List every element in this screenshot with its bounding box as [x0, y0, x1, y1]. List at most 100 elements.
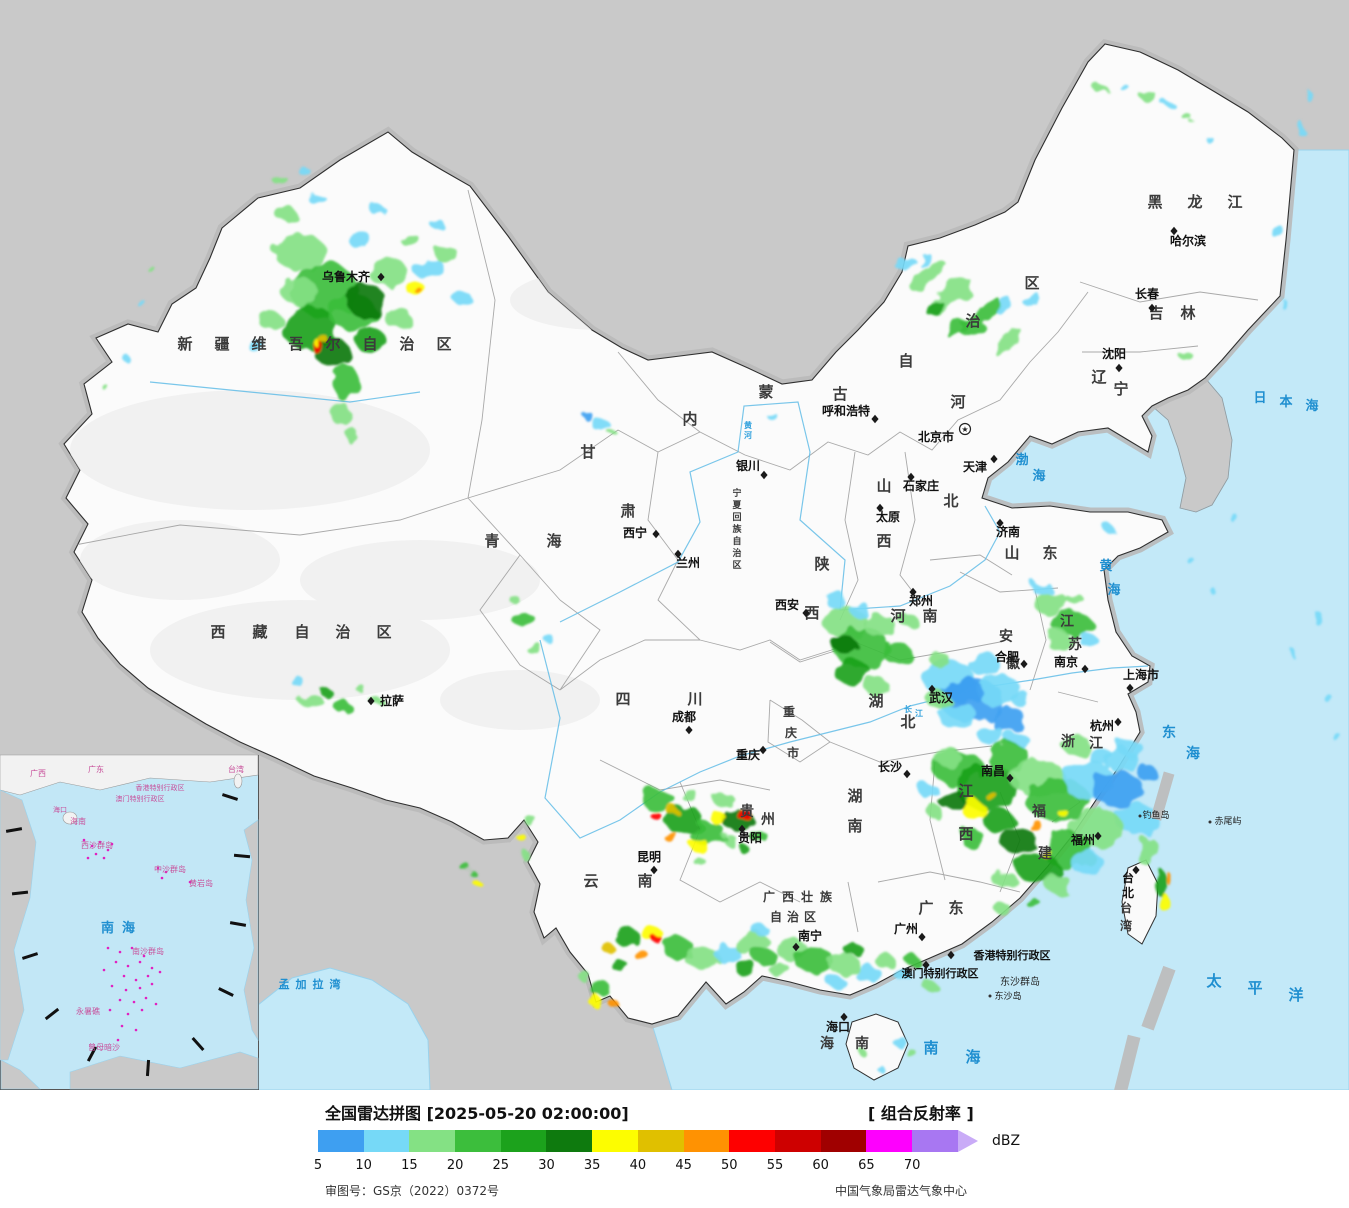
radar-echo	[524, 815, 536, 825]
province-label: 治	[965, 312, 980, 330]
legend-tick-value: 70	[903, 1158, 921, 1173]
reef-dot	[82, 838, 86, 842]
radar-echo	[1185, 117, 1195, 123]
sea-label: 黄	[1099, 558, 1112, 574]
reef-dot	[126, 964, 130, 968]
reef-dot	[158, 970, 162, 974]
radar-echo	[299, 168, 311, 176]
city-label: 拉萨	[380, 693, 404, 708]
sea-label: 孟	[279, 977, 290, 991]
inset-mainland	[0, 754, 259, 796]
province-label: 治	[732, 547, 741, 559]
city-diamond-icon	[792, 942, 800, 952]
province-label: 河	[950, 393, 965, 411]
radar-echo	[604, 945, 616, 955]
inset-label: 广西	[30, 768, 46, 778]
province-label: 北	[943, 492, 958, 510]
city-diamond-icon	[907, 472, 915, 482]
city-diamond-icon	[1170, 226, 1178, 236]
radar-echo	[834, 659, 870, 685]
radar-echo	[855, 965, 881, 983]
coverage-gap-bands	[1108, 771, 1176, 1090]
nine-dash-segment	[5, 827, 23, 833]
legend-tick-value: 20	[446, 1158, 464, 1173]
city-太原: 太原	[876, 503, 900, 524]
city-diamond-icon	[1006, 773, 1014, 783]
province-label: 肃	[620, 502, 635, 520]
radar-echo	[580, 973, 592, 983]
radar-echo	[463, 866, 473, 874]
legend-tick-value: 55	[766, 1158, 784, 1173]
radar-echo	[124, 357, 132, 363]
radar-echo	[317, 334, 327, 342]
legend-title: 全国雷达拼图 [2025-05-20 02:00:00]	[325, 1104, 629, 1123]
radar-echo	[612, 960, 628, 972]
legend-color-cell	[774, 1130, 821, 1152]
province-label: 云	[583, 872, 598, 890]
radar-echo	[858, 1049, 866, 1055]
radar-echo	[850, 602, 870, 618]
city-diamond-icon	[909, 587, 917, 597]
radar-echo	[434, 246, 458, 262]
radar-echo	[770, 963, 790, 977]
legend-tick-value: 65	[858, 1158, 875, 1173]
inset-label: 曾母暗沙	[88, 1042, 120, 1052]
radar-echo	[828, 954, 860, 974]
city-label: 重庆	[736, 747, 760, 762]
city-label: 合肥	[995, 649, 1019, 664]
radar-echo	[893, 968, 911, 980]
city-label: 哈尔滨	[1170, 233, 1206, 248]
sea-label: 渤	[1015, 452, 1028, 468]
province-label: 壮	[801, 889, 813, 904]
city-diamond-icon	[903, 769, 911, 779]
radar-echo	[642, 789, 674, 811]
city-diamond-icon	[871, 414, 879, 424]
radar-echo	[1028, 820, 1042, 830]
city-label: 澳门特别行政区	[902, 966, 979, 980]
radar-echo	[518, 834, 526, 842]
radar-echo	[384, 308, 412, 328]
province-label: 区	[436, 335, 451, 353]
reef-dot	[130, 946, 134, 950]
nine-dash-segment	[86, 1046, 98, 1062]
city-diamond-icon	[918, 932, 926, 942]
island-label: 东沙群岛	[1000, 975, 1040, 988]
province-label: 山	[876, 477, 891, 495]
province-label: 内	[682, 410, 697, 428]
city-diamond-icon	[1148, 303, 1156, 313]
province-label: 西	[876, 532, 891, 550]
inset-label: 南海	[101, 920, 143, 936]
sea-label: 日	[1253, 391, 1266, 406]
province-label: 西	[804, 604, 819, 622]
city-label: 香港特别行政区	[973, 948, 1051, 962]
radar-echo	[681, 791, 699, 801]
legend-tick-value: 30	[538, 1158, 555, 1173]
legend-tick-value: 50	[721, 1158, 738, 1173]
city-diamond-icon	[990, 454, 998, 464]
radar-echo	[1292, 651, 1298, 659]
radar-echo	[1316, 613, 1324, 627]
radar-echo	[354, 328, 386, 352]
city-label: 北	[1122, 885, 1134, 900]
city-diamond-icon	[367, 696, 375, 706]
capital-star-icon: ★	[961, 425, 968, 434]
sea-label: 东	[1162, 724, 1176, 741]
data-source-credit: 中国气象局雷达气象中心	[835, 1184, 968, 1198]
reef-dot	[144, 996, 148, 1000]
radar-echo	[962, 801, 986, 819]
radar-echo	[333, 403, 351, 427]
city-label: 广州	[894, 921, 918, 936]
reef-dot	[160, 876, 164, 880]
radar-echo-layer	[105, 82, 1343, 1071]
nine-dash-segment	[145, 1059, 151, 1077]
province-label: 川	[686, 690, 702, 708]
inset-label: 西沙群岛	[81, 840, 113, 850]
legend-tick-value: 5	[313, 1158, 323, 1173]
city-南宁: 南宁	[792, 928, 822, 952]
legend-color-cell	[729, 1130, 775, 1152]
city-乌鲁木齐: 乌鲁木齐	[322, 269, 385, 284]
reef-dot	[118, 998, 122, 1002]
radar-echo	[309, 195, 327, 205]
map-approval-number: 审图号：GS京（2022）0372号	[325, 1184, 499, 1198]
radar-echo	[1153, 869, 1167, 895]
